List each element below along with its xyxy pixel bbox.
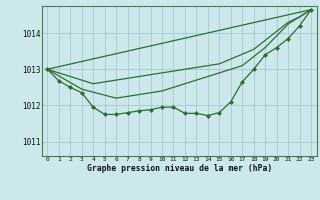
X-axis label: Graphe pression niveau de la mer (hPa): Graphe pression niveau de la mer (hPa) (87, 164, 272, 173)
